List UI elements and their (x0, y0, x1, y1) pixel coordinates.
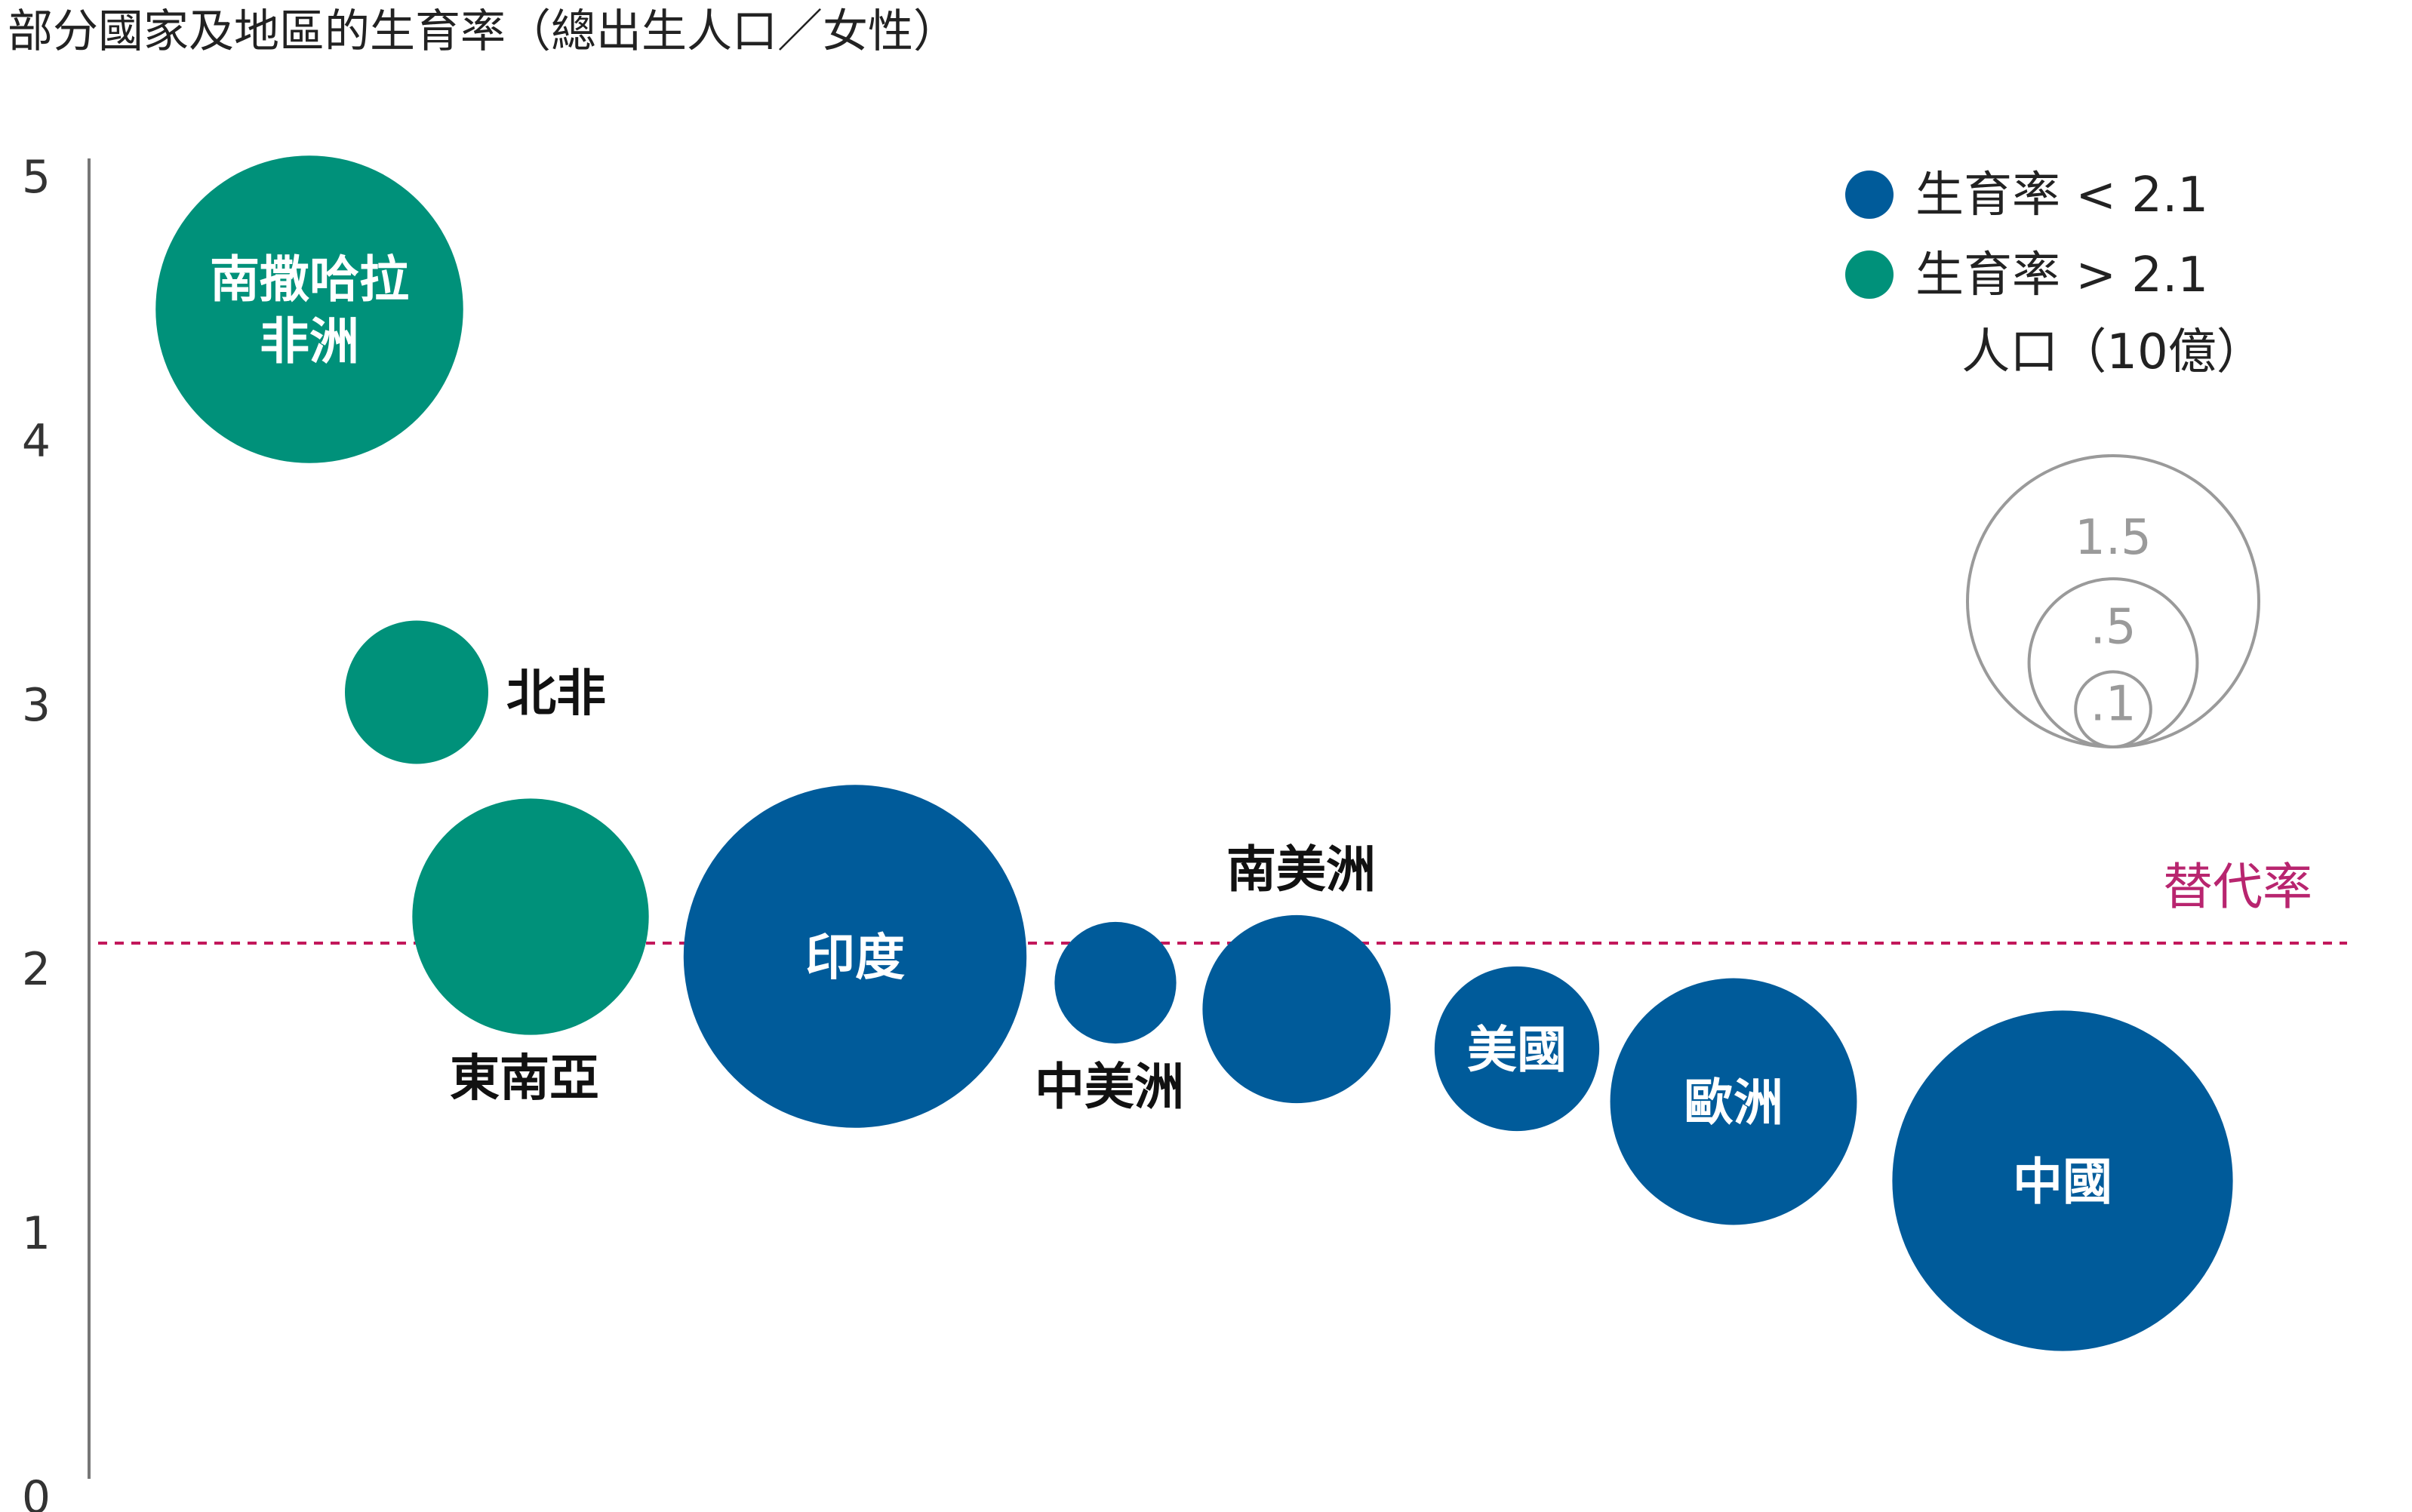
y-axis: 0 1 2 3 4 5 (22, 151, 91, 1512)
size-legend-label: 1.5 (2075, 510, 2152, 566)
bubble-label: 美國 (1467, 1021, 1567, 1079)
bubble (683, 785, 1027, 1128)
bubble-label: 非洲 (260, 312, 359, 370)
size-legend-label: .5 (2090, 599, 2136, 655)
replacement-rate-line: 替代率 (98, 858, 2347, 945)
bubble-label: 南美洲 (1226, 841, 1376, 899)
bubble (1434, 966, 1600, 1132)
size-legend-label: .1 (2090, 676, 2136, 732)
bubble-label: 印度 (805, 929, 905, 987)
bubble (1054, 921, 1177, 1044)
bubble-label: 南撒哈拉 (210, 250, 409, 309)
chart-title: 部分國家及地區的生育率（總出生人口／女性） (8, 5, 958, 58)
bubble-label: 歐洲 (1684, 1074, 1783, 1132)
legend-label: 生育率 > 2.1 (1915, 247, 2208, 303)
bubble-label: 中國 (2013, 1153, 2112, 1211)
y-tick-label: 3 (22, 679, 51, 732)
y-tick-label: 4 (22, 415, 51, 468)
bubble (1202, 914, 1391, 1104)
bubble (155, 155, 463, 463)
bubble (345, 620, 488, 764)
legend-swatch (1845, 250, 1894, 299)
size-legend-circle (2074, 670, 2152, 748)
bubble-label: 東南亞 (450, 1049, 599, 1108)
bubble (1892, 1010, 2233, 1351)
size-legend-title: 人口（10億） (1961, 324, 2264, 380)
bubble (412, 798, 649, 1035)
legend: 生育率 < 2.1 生育率 > 2.1 人口（10億） 1.5 .5 .1 (1845, 167, 2265, 749)
bubble-label: 中美洲 (1035, 1058, 1184, 1116)
bubble-label: 北非 (506, 665, 606, 723)
y-tick-label: 5 (22, 151, 51, 204)
legend-label: 生育率 < 2.1 (1915, 167, 2208, 223)
reference-line-label: 替代率 (2163, 858, 2312, 916)
bubble (1610, 978, 1857, 1225)
y-tick-label: 2 (22, 943, 51, 996)
y-tick-label: 1 (22, 1207, 51, 1260)
y-tick-label: 0 (22, 1471, 51, 1512)
legend-swatch (1845, 171, 1894, 219)
